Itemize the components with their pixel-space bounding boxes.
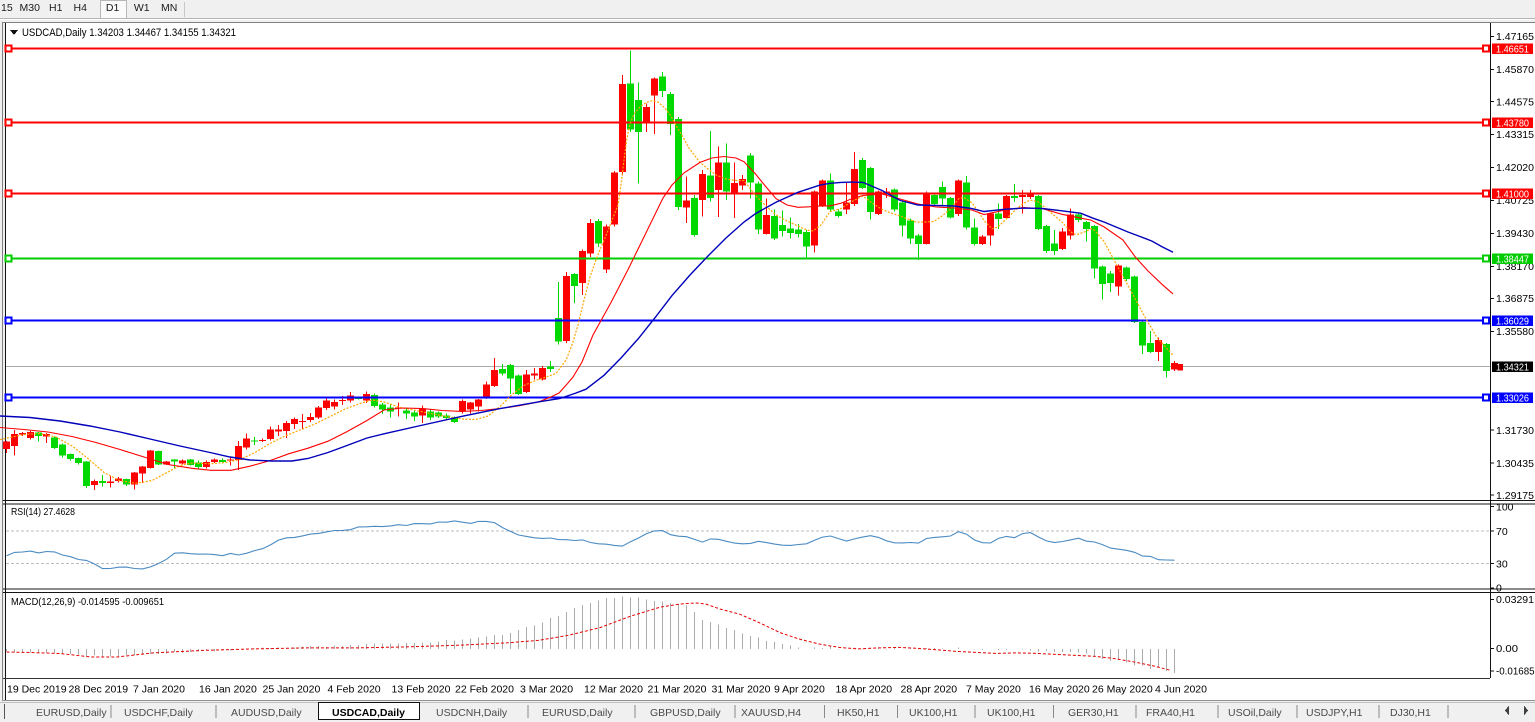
svg-text:D1: D1 — [106, 2, 120, 14]
svg-text:28 Apr 2020: 28 Apr 2020 — [901, 684, 958, 696]
svg-text:22 Feb 2020: 22 Feb 2020 — [455, 684, 514, 696]
svg-text:EURUSD,Daily: EURUSD,Daily — [542, 707, 613, 719]
svg-text:3 Mar 2020: 3 Mar 2020 — [520, 684, 573, 696]
svg-text:W1: W1 — [134, 2, 150, 14]
svg-text:MACD(12,26,9) -0.014595 -0.009: MACD(12,26,9) -0.014595 -0.009651 — [11, 596, 164, 608]
svg-text:H1: H1 — [49, 2, 63, 14]
svg-text:4 Jun 2020: 4 Jun 2020 — [1155, 684, 1207, 696]
svg-text:USDCAD,Daily: USDCAD,Daily — [332, 707, 405, 719]
svg-text:26 May 2020: 26 May 2020 — [1092, 684, 1153, 696]
svg-text:16 May 2020: 16 May 2020 — [1029, 684, 1090, 696]
svg-text:15: 15 — [1, 2, 13, 14]
svg-text:GBPUSD,Daily: GBPUSD,Daily — [650, 707, 721, 719]
svg-text:RSI(14) 27.4628: RSI(14) 27.4628 — [11, 506, 75, 518]
svg-text:30: 30 — [1496, 558, 1508, 570]
svg-text:7 Jan 2020: 7 Jan 2020 — [133, 684, 185, 696]
svg-text:UK100,H1: UK100,H1 — [987, 707, 1036, 719]
svg-text:1.43315: 1.43315 — [1496, 129, 1534, 141]
svg-text:USDJPY,H1: USDJPY,H1 — [1306, 707, 1363, 719]
svg-text:1.41000: 1.41000 — [1496, 188, 1529, 200]
svg-text:XAUUSD,H4: XAUUSD,H4 — [741, 707, 801, 719]
svg-text:1.33026: 1.33026 — [1496, 392, 1529, 404]
svg-text:AUDUSD,Daily: AUDUSD,Daily — [231, 707, 302, 719]
svg-text:70: 70 — [1496, 526, 1508, 538]
svg-text:GER30,H1: GER30,H1 — [1068, 707, 1119, 719]
svg-text:1.38170: 1.38170 — [1496, 261, 1534, 273]
svg-text:HK50,H1: HK50,H1 — [837, 707, 880, 719]
svg-text:1.46651: 1.46651 — [1496, 43, 1529, 55]
svg-text:12 Mar 2020: 12 Mar 2020 — [584, 684, 643, 696]
svg-text:1.43780: 1.43780 — [1496, 117, 1529, 129]
svg-text:1.30435: 1.30435 — [1496, 458, 1534, 470]
svg-text:DJ30,H1: DJ30,H1 — [1390, 707, 1431, 719]
svg-text:H4: H4 — [74, 2, 88, 14]
svg-text:USDCNH,Daily: USDCNH,Daily — [436, 707, 508, 719]
svg-text:1.31730: 1.31730 — [1496, 425, 1534, 437]
svg-text:16 Jan 2020: 16 Jan 2020 — [199, 684, 257, 696]
svg-text:USOil,Daily: USOil,Daily — [1228, 707, 1282, 719]
svg-text:MN: MN — [161, 2, 177, 14]
svg-text:1.44575: 1.44575 — [1496, 96, 1534, 108]
svg-text:1.36029: 1.36029 — [1496, 315, 1529, 327]
svg-text:31 Mar 2020: 31 Mar 2020 — [712, 684, 771, 696]
svg-text:1.42020: 1.42020 — [1496, 162, 1534, 174]
svg-text:18 Apr 2020: 18 Apr 2020 — [836, 684, 893, 696]
svg-text:25 Jan 2020: 25 Jan 2020 — [263, 684, 321, 696]
svg-text:USDCAD,Daily 1.34203 1.34467: USDCAD,Daily 1.34203 1.34467 1.34155 1.3… — [22, 27, 236, 39]
svg-text:13 Feb 2020: 13 Feb 2020 — [392, 684, 451, 696]
svg-text:19 Dec 2019: 19 Dec 2019 — [7, 684, 67, 696]
svg-text:0.00: 0.00 — [1496, 643, 1518, 655]
svg-text:0.03291: 0.03291 — [1496, 594, 1534, 606]
svg-text:7 May 2020: 7 May 2020 — [966, 684, 1021, 696]
svg-text:USDCHF,Daily: USDCHF,Daily — [124, 707, 194, 719]
svg-text:1.29175: 1.29175 — [1496, 490, 1534, 502]
svg-text:28 Dec 2019: 28 Dec 2019 — [69, 684, 129, 696]
svg-text:1.35580: 1.35580 — [1496, 326, 1534, 338]
svg-text:1.47165: 1.47165 — [1496, 31, 1534, 43]
svg-text:100: 100 — [1496, 501, 1514, 513]
svg-text:1.38447: 1.38447 — [1496, 253, 1529, 265]
svg-text:1.39430: 1.39430 — [1496, 228, 1534, 240]
svg-text:21 Mar 2020: 21 Mar 2020 — [648, 684, 707, 696]
svg-text:UK100,H1: UK100,H1 — [909, 707, 958, 719]
svg-text:9 Apr 2020: 9 Apr 2020 — [774, 684, 825, 696]
svg-text:EURUSD,Daily: EURUSD,Daily — [36, 707, 107, 719]
svg-text:0: 0 — [1496, 583, 1502, 595]
svg-text:1.34321: 1.34321 — [1496, 361, 1529, 373]
svg-text:FRA40,H1: FRA40,H1 — [1146, 707, 1195, 719]
svg-text:1.45870: 1.45870 — [1496, 64, 1534, 76]
svg-text:1.36875: 1.36875 — [1496, 293, 1534, 305]
svg-text:-0.016857: -0.016857 — [1496, 666, 1535, 678]
svg-text:4 Feb 2020: 4 Feb 2020 — [328, 684, 381, 696]
svg-text:M30: M30 — [20, 2, 41, 14]
